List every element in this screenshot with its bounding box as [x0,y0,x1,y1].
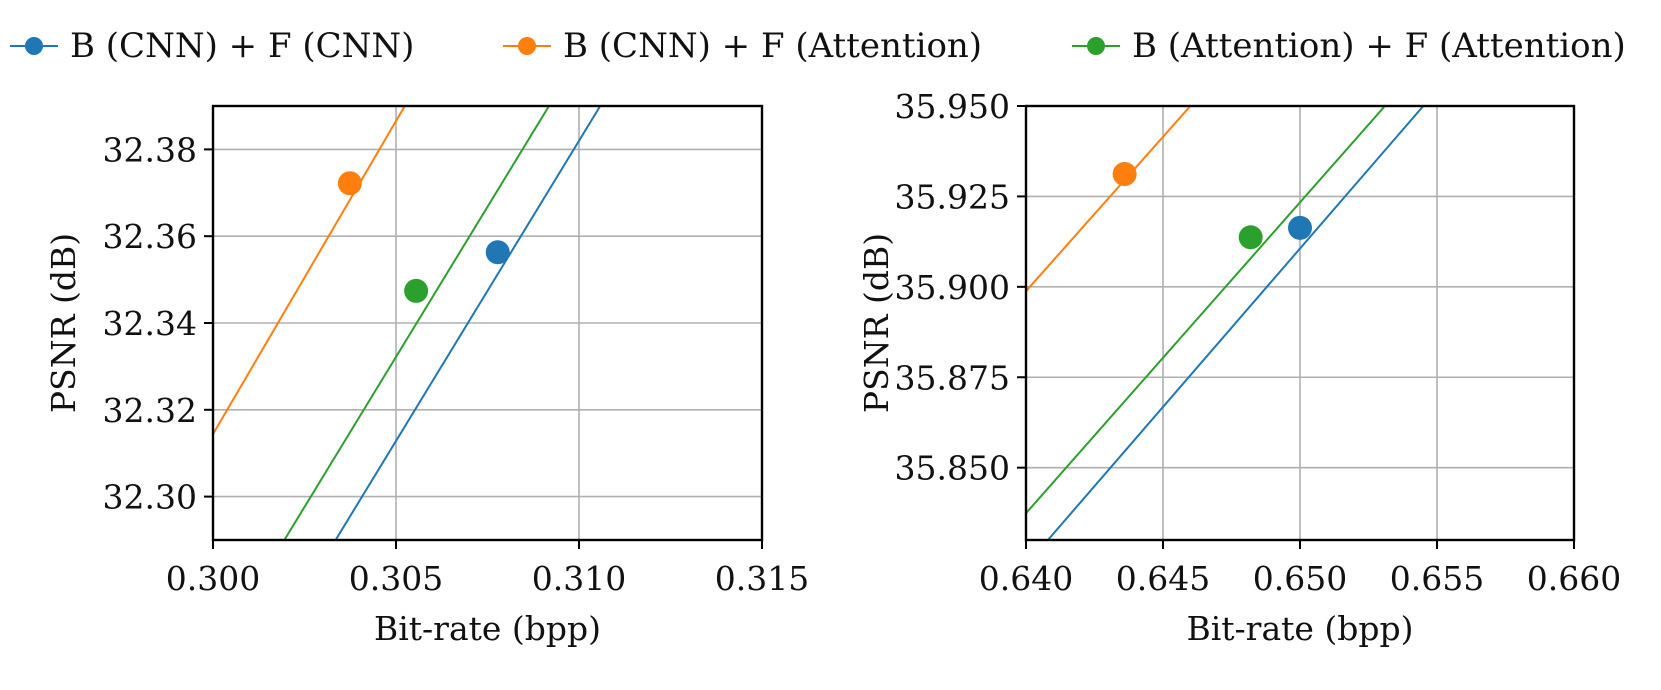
data-point [1238,225,1263,250]
legend-label: B (CNN) + F (Attention) [563,26,983,66]
data-point [337,171,362,196]
x-tick-label: 0.660 [1527,559,1621,598]
x-tick-label: 0.650 [1253,559,1347,598]
legend-marker [1072,37,1120,55]
x-tick-label: 0.310 [532,559,626,598]
y-tick-label: 35.875 [895,358,1010,397]
y-tick-label: 35.850 [895,449,1010,488]
y-tick-label: 32.30 [103,478,197,517]
x-tick-label: 0.640 [979,559,1073,598]
y-tick-label: 35.900 [895,268,1010,307]
data-point [1288,215,1312,240]
legend-label: B (Attention) + F (Attention) [1132,26,1626,66]
data-point [404,278,429,303]
y-tick-label: 32.34 [103,304,197,343]
y-axis-label: PSNR (dB) [857,233,896,413]
legend: B (CNN) + F (CNN) B (CNN) + F (Attention… [0,14,1661,78]
legend-marker [503,37,551,55]
legend-marker [10,37,58,55]
legend-item: B (Attention) + F (Attention) [1070,14,1626,78]
y-tick-label: 32.36 [103,217,197,256]
series-line [283,106,550,540]
legend-item: B (CNN) + F (Attention) [501,14,982,78]
data-point [485,240,510,265]
chart-panel-2: 0.640 0.645 0.650 0.655 0.660 35.850 35.875 35.… [857,87,1621,648]
x-tick-label: 0.655 [1390,559,1484,598]
y-tick-label: 32.38 [103,130,197,169]
series-line [1047,106,1425,540]
y-tick-label: 35.950 [895,87,1010,126]
chart-panel-1: 0.300 0.305 0.310 0.315 32.30 32.32 32.34 32.36… [44,104,809,648]
y-axis-label: PSNR (dB) [44,233,83,413]
y-tick-label: 35.925 [895,177,1010,216]
series-line [1026,106,1386,514]
series-line [334,106,602,540]
x-axis-label: Bit-rate (bpp) [374,609,601,648]
x-tick-label: 0.300 [166,559,260,598]
x-tick-label: 0.645 [1116,559,1210,598]
legend-item: B (CNN) + F (CNN) [8,14,414,78]
x-tick-label: 0.315 [715,559,809,598]
legend-label: B (CNN) + F (CNN) [70,26,415,66]
x-axis-label: Bit-rate (bpp) [1186,609,1413,648]
y-tick-label: 32.32 [103,391,197,430]
data-point [1112,161,1137,186]
series-line [213,106,406,435]
x-tick-label: 0.305 [349,559,443,598]
series-line [1026,106,1192,292]
